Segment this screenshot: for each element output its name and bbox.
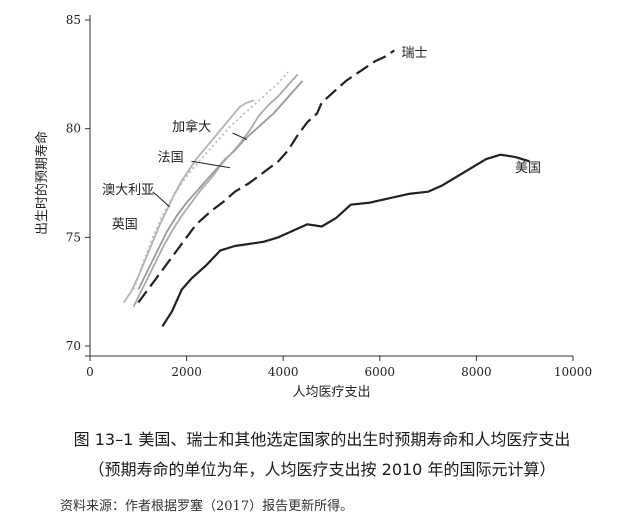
x-tick-label: 10000 [554,365,592,379]
leader-line-法国 [191,160,231,169]
y-tick-label: 85 [66,13,81,27]
x-tick-label: 6000 [365,365,396,379]
x-axis-label: 人均医疗支出 [292,385,370,400]
series-label-美国: 美国 [515,161,541,176]
x-tick-label: 0 [86,365,94,379]
series-label-澳大利亚: 澳大利亚 [102,182,154,198]
life-expectancy-chart: 70 75 80 85 0 2000 4000 6000 8000 10000 人均医疗支出 出生时的… [34,13,592,400]
leader-line-加拿大 [232,132,248,140]
figure-caption-title: 图 13–1 美国、瑞士和其他选定国家的出生时预期寿命和人均医疗支出 [73,430,571,449]
series-line-英国 [123,99,255,304]
series-line-法国 [132,73,299,308]
series-label-瑞士: 瑞士 [402,46,428,61]
figure-caption-subtitle: （预期寿命的单位为年，人均医疗支出按 2010 年的国际元计算） [88,460,556,479]
series-line-加拿大 [137,80,304,290]
y-tick-label: 75 [66,230,81,244]
x-tick-label: 2000 [171,365,202,379]
series-label-加拿大: 加拿大 [172,119,211,135]
y-tick-label: 70 [66,339,81,353]
series-label-法国: 法国 [158,150,184,165]
series-label-英国: 英国 [112,218,138,233]
x-tick-label: 8000 [461,365,492,379]
series-line-美国 [161,153,530,327]
leader-line-澳大利亚 [152,191,171,208]
series-line-瑞士 [137,49,395,304]
y-axis-label: 出生时的预期寿命 [34,131,50,235]
source-note: 资料来源：作者根据罗塞（2017）报告更新所得。 [60,499,354,514]
y-tick-label: 80 [66,122,81,136]
series-line-澳大利亚 [132,71,289,290]
x-tick-label: 4000 [268,365,299,379]
